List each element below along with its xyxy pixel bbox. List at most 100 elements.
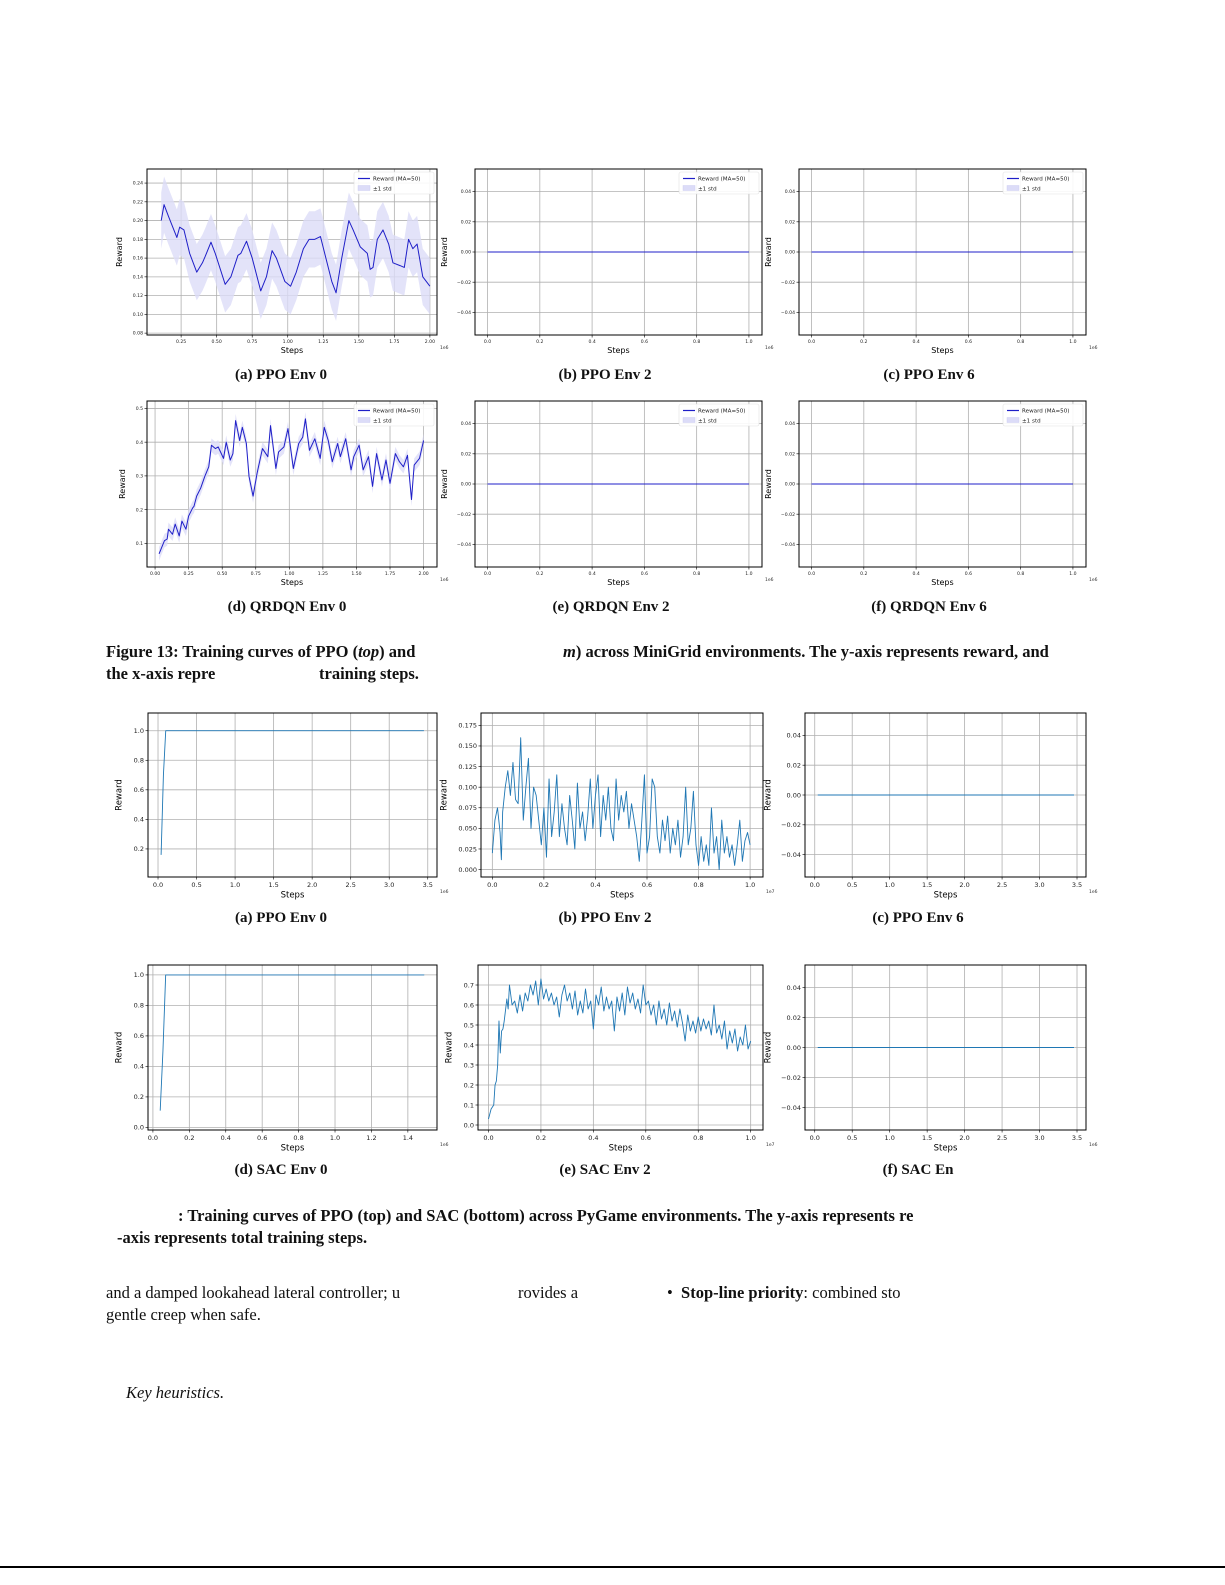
figure13-caption-line1: Figure 13: Training curves of PPO (top) … bbox=[106, 642, 415, 662]
y-axis-label: Reward bbox=[115, 237, 124, 267]
x-tick-label: 0.0 bbox=[487, 881, 497, 889]
y-tick-label: 0.04 bbox=[787, 732, 801, 740]
legend-entry: Reward (MA=50) bbox=[1022, 408, 1069, 414]
paragraph-heading-key-heuristics: Key heuristics. bbox=[126, 1383, 225, 1402]
y-tick-label: 1.0 bbox=[134, 971, 144, 979]
x-axis-label: Steps bbox=[934, 1144, 958, 1154]
x-tick-label: 2.0 bbox=[959, 1134, 969, 1142]
x-tick-label: 1.25 bbox=[318, 571, 328, 577]
y-tick-label: 0.5 bbox=[464, 1021, 474, 1029]
axes-frame bbox=[146, 400, 438, 568]
legend-band-swatch bbox=[1006, 185, 1020, 191]
bullet-item-stop-line: • Stop-line priority: combined sto bbox=[667, 1283, 901, 1303]
x-tick-label: 0.0 bbox=[808, 571, 815, 577]
legend-band-swatch bbox=[682, 417, 696, 423]
x-tick-label: 0.8 bbox=[693, 571, 700, 577]
y-tick-label: 0.4 bbox=[464, 1041, 474, 1049]
x-tick-label: 1.0 bbox=[745, 571, 752, 577]
legend: Reward (MA=50) ±1 std bbox=[1002, 171, 1084, 195]
x-axis-label: Steps bbox=[609, 1144, 633, 1154]
x-tick-label: 0.2 bbox=[860, 339, 867, 345]
chart-7: 0.0 0.2 0.4 0.6 0.8 1.0 0.000 0.025 0.050 0.075 0.… bbox=[439, 712, 775, 901]
x-tick-label: 0.4 bbox=[588, 571, 595, 577]
x-axis-label: Steps bbox=[607, 578, 629, 587]
x-tick-label: 1.75 bbox=[389, 339, 399, 345]
x-tick-label: 3.5 bbox=[423, 881, 433, 889]
x-offset-label: 1e6 bbox=[1089, 1142, 1098, 1148]
x-tick-label: 3.5 bbox=[1072, 1134, 1082, 1142]
body-text-line1a: and a damped lookahead lateral controlle… bbox=[106, 1283, 401, 1302]
legend-box bbox=[1002, 403, 1084, 427]
x-tick-label: 0.0 bbox=[810, 1134, 820, 1142]
y-tick-label: 0.02 bbox=[787, 1014, 801, 1022]
x-tick-label: 1.4 bbox=[403, 1134, 413, 1142]
y-tick-label: 1.0 bbox=[134, 727, 144, 735]
x-tick-label: 0.8 bbox=[693, 339, 700, 345]
body-text-line2: gentle creep when safe. bbox=[106, 1305, 261, 1324]
x-tick-label: 1.50 bbox=[354, 339, 364, 345]
x-tick-label: 2.0 bbox=[307, 881, 317, 889]
x-tick-label: 0.2 bbox=[860, 571, 867, 577]
x-tick-label: 0.4 bbox=[221, 1134, 231, 1142]
y-tick-label: 0.04 bbox=[461, 421, 471, 427]
x-axis-label: Steps bbox=[931, 346, 953, 355]
y-tick-label: 0.02 bbox=[787, 761, 801, 769]
y-tick-label: −0.02 bbox=[457, 512, 471, 518]
x-tick-label: 0.4 bbox=[912, 339, 919, 345]
x-tick-label: 0.0 bbox=[148, 1134, 158, 1142]
y-tick-label: 0.1 bbox=[464, 1101, 474, 1109]
axes-frame bbox=[798, 400, 1087, 568]
y-tick-label: −0.02 bbox=[781, 512, 795, 518]
x-tick-label: 0.50 bbox=[212, 339, 222, 345]
figure13-caption-line1-end: m) across MiniGrid environments. The y-a… bbox=[563, 642, 1049, 662]
y-tick-label: 0.075 bbox=[458, 804, 477, 812]
y-tick-label: 0.02 bbox=[785, 219, 795, 225]
x-tick-label: 1.0 bbox=[746, 1134, 756, 1142]
x-tick-label: 2.5 bbox=[997, 881, 1007, 889]
page-bottom-rule bbox=[0, 1566, 1225, 1568]
legend-entry: Reward (MA=50) bbox=[698, 408, 745, 414]
y-tick-label: 0.04 bbox=[785, 189, 795, 195]
subcaption-d-sac-env0: (d) SAC Env 0 bbox=[234, 1162, 328, 1178]
x-tick-label: 0.6 bbox=[641, 339, 648, 345]
plot-area bbox=[481, 713, 763, 877]
y-tick-label: 0.04 bbox=[787, 984, 801, 992]
y-tick-label: 0.24 bbox=[133, 181, 143, 187]
plot-area bbox=[148, 965, 437, 1130]
x-axis-label: Steps bbox=[281, 1144, 305, 1154]
legend-band-swatch bbox=[357, 417, 371, 423]
caption-text: Figure 13: Training curves of PPO ( bbox=[106, 642, 359, 661]
legend-entry: Reward (MA=50) bbox=[698, 176, 745, 182]
subcaption-b-ppo-env2: (b) PPO Env 2 bbox=[558, 367, 652, 383]
y-tick-label: 0.3 bbox=[136, 474, 143, 480]
y-tick-label: 0.18 bbox=[133, 237, 143, 243]
y-tick-label: −0.02 bbox=[781, 280, 795, 286]
caption-text: ) and bbox=[379, 642, 416, 661]
series-line bbox=[488, 978, 752, 1120]
subcaption-e-qrdqn-env2: (e) QRDQN Env 2 bbox=[552, 599, 670, 615]
x-tick-label: 3.5 bbox=[1072, 881, 1082, 889]
y-tick-label: 0.02 bbox=[785, 451, 795, 457]
x-offset-label: 1e6 bbox=[440, 345, 449, 351]
y-tick-label: 0.4 bbox=[134, 1063, 144, 1071]
y-tick-label: 0.2 bbox=[464, 1081, 474, 1089]
x-tick-label: 1.50 bbox=[351, 571, 361, 577]
y-tick-label: 0.025 bbox=[458, 845, 477, 853]
legend-box bbox=[678, 171, 760, 195]
x-offset-label: 1e6 bbox=[1089, 577, 1098, 583]
legend-band-swatch bbox=[682, 185, 696, 191]
x-tick-label: 0.4 bbox=[588, 339, 595, 345]
y-axis-label: Reward bbox=[764, 237, 773, 267]
caption-italic: top bbox=[358, 642, 380, 661]
x-tick-label: 0.0 bbox=[484, 571, 491, 577]
y-tick-label: 0.14 bbox=[133, 274, 143, 280]
x-tick-label: 3.0 bbox=[384, 881, 394, 889]
y-axis-label: Reward bbox=[440, 469, 449, 499]
legend-entry: ±1 std bbox=[373, 186, 392, 192]
x-tick-label: 0.25 bbox=[176, 339, 186, 345]
x-tick-label: 0.5 bbox=[847, 1134, 857, 1142]
x-axis-label: Steps bbox=[610, 891, 634, 901]
subcaption-c-ppo-env6: (c) PPO Env 6 bbox=[883, 367, 975, 383]
x-tick-label: 0.6 bbox=[257, 1134, 267, 1142]
y-tick-label: 0.00 bbox=[461, 250, 471, 256]
